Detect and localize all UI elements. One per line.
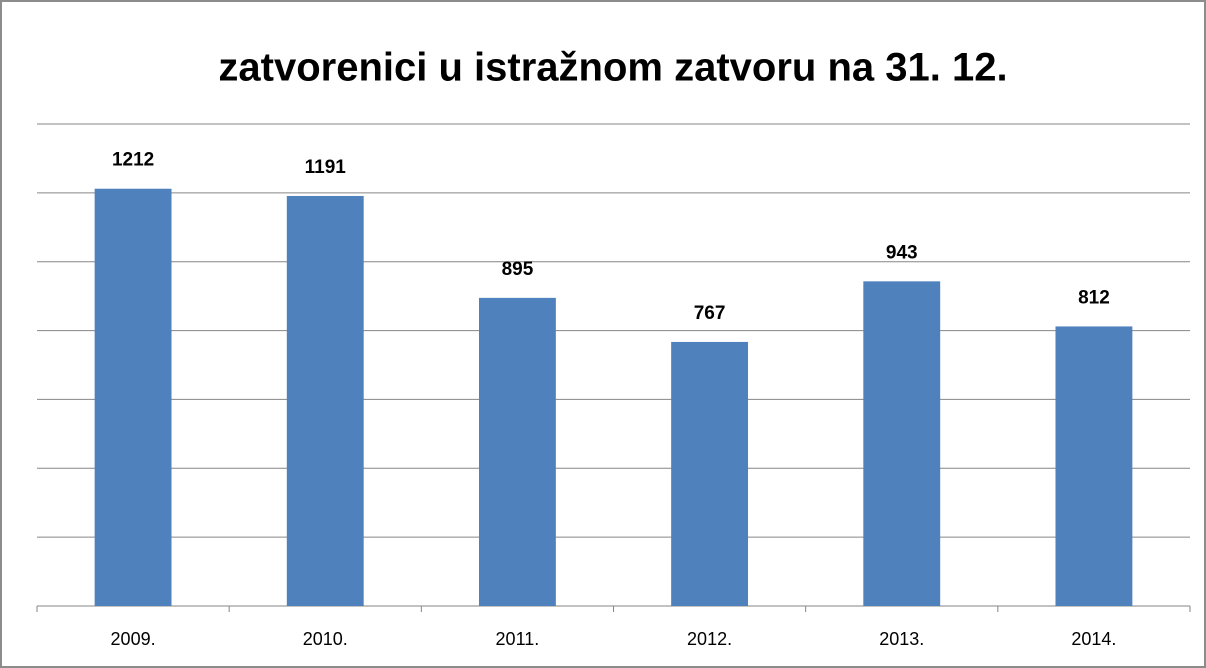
data-label: 1191 <box>305 157 347 178</box>
chart-title: zatvorenici u istražnom zatvoru na 31. 1… <box>218 46 1007 90</box>
bar <box>1055 326 1133 606</box>
data-label: 943 <box>886 242 918 263</box>
x-tick-label: 2013. <box>879 629 924 649</box>
bar <box>863 281 941 606</box>
data-label: 895 <box>502 259 534 280</box>
x-tick-label: 2014. <box>1071 629 1116 649</box>
bar <box>94 188 172 606</box>
data-label: 1212 <box>112 150 154 171</box>
x-tick-label: 2012. <box>687 629 732 649</box>
data-label: 812 <box>1078 287 1110 308</box>
data-label: 767 <box>694 303 726 324</box>
bar <box>671 341 749 606</box>
x-tick-label: 2010. <box>303 629 348 649</box>
bar <box>286 195 364 606</box>
x-tick-label: 2009. <box>111 629 156 649</box>
x-tick-label: 2011. <box>496 629 540 649</box>
bar <box>478 297 556 606</box>
